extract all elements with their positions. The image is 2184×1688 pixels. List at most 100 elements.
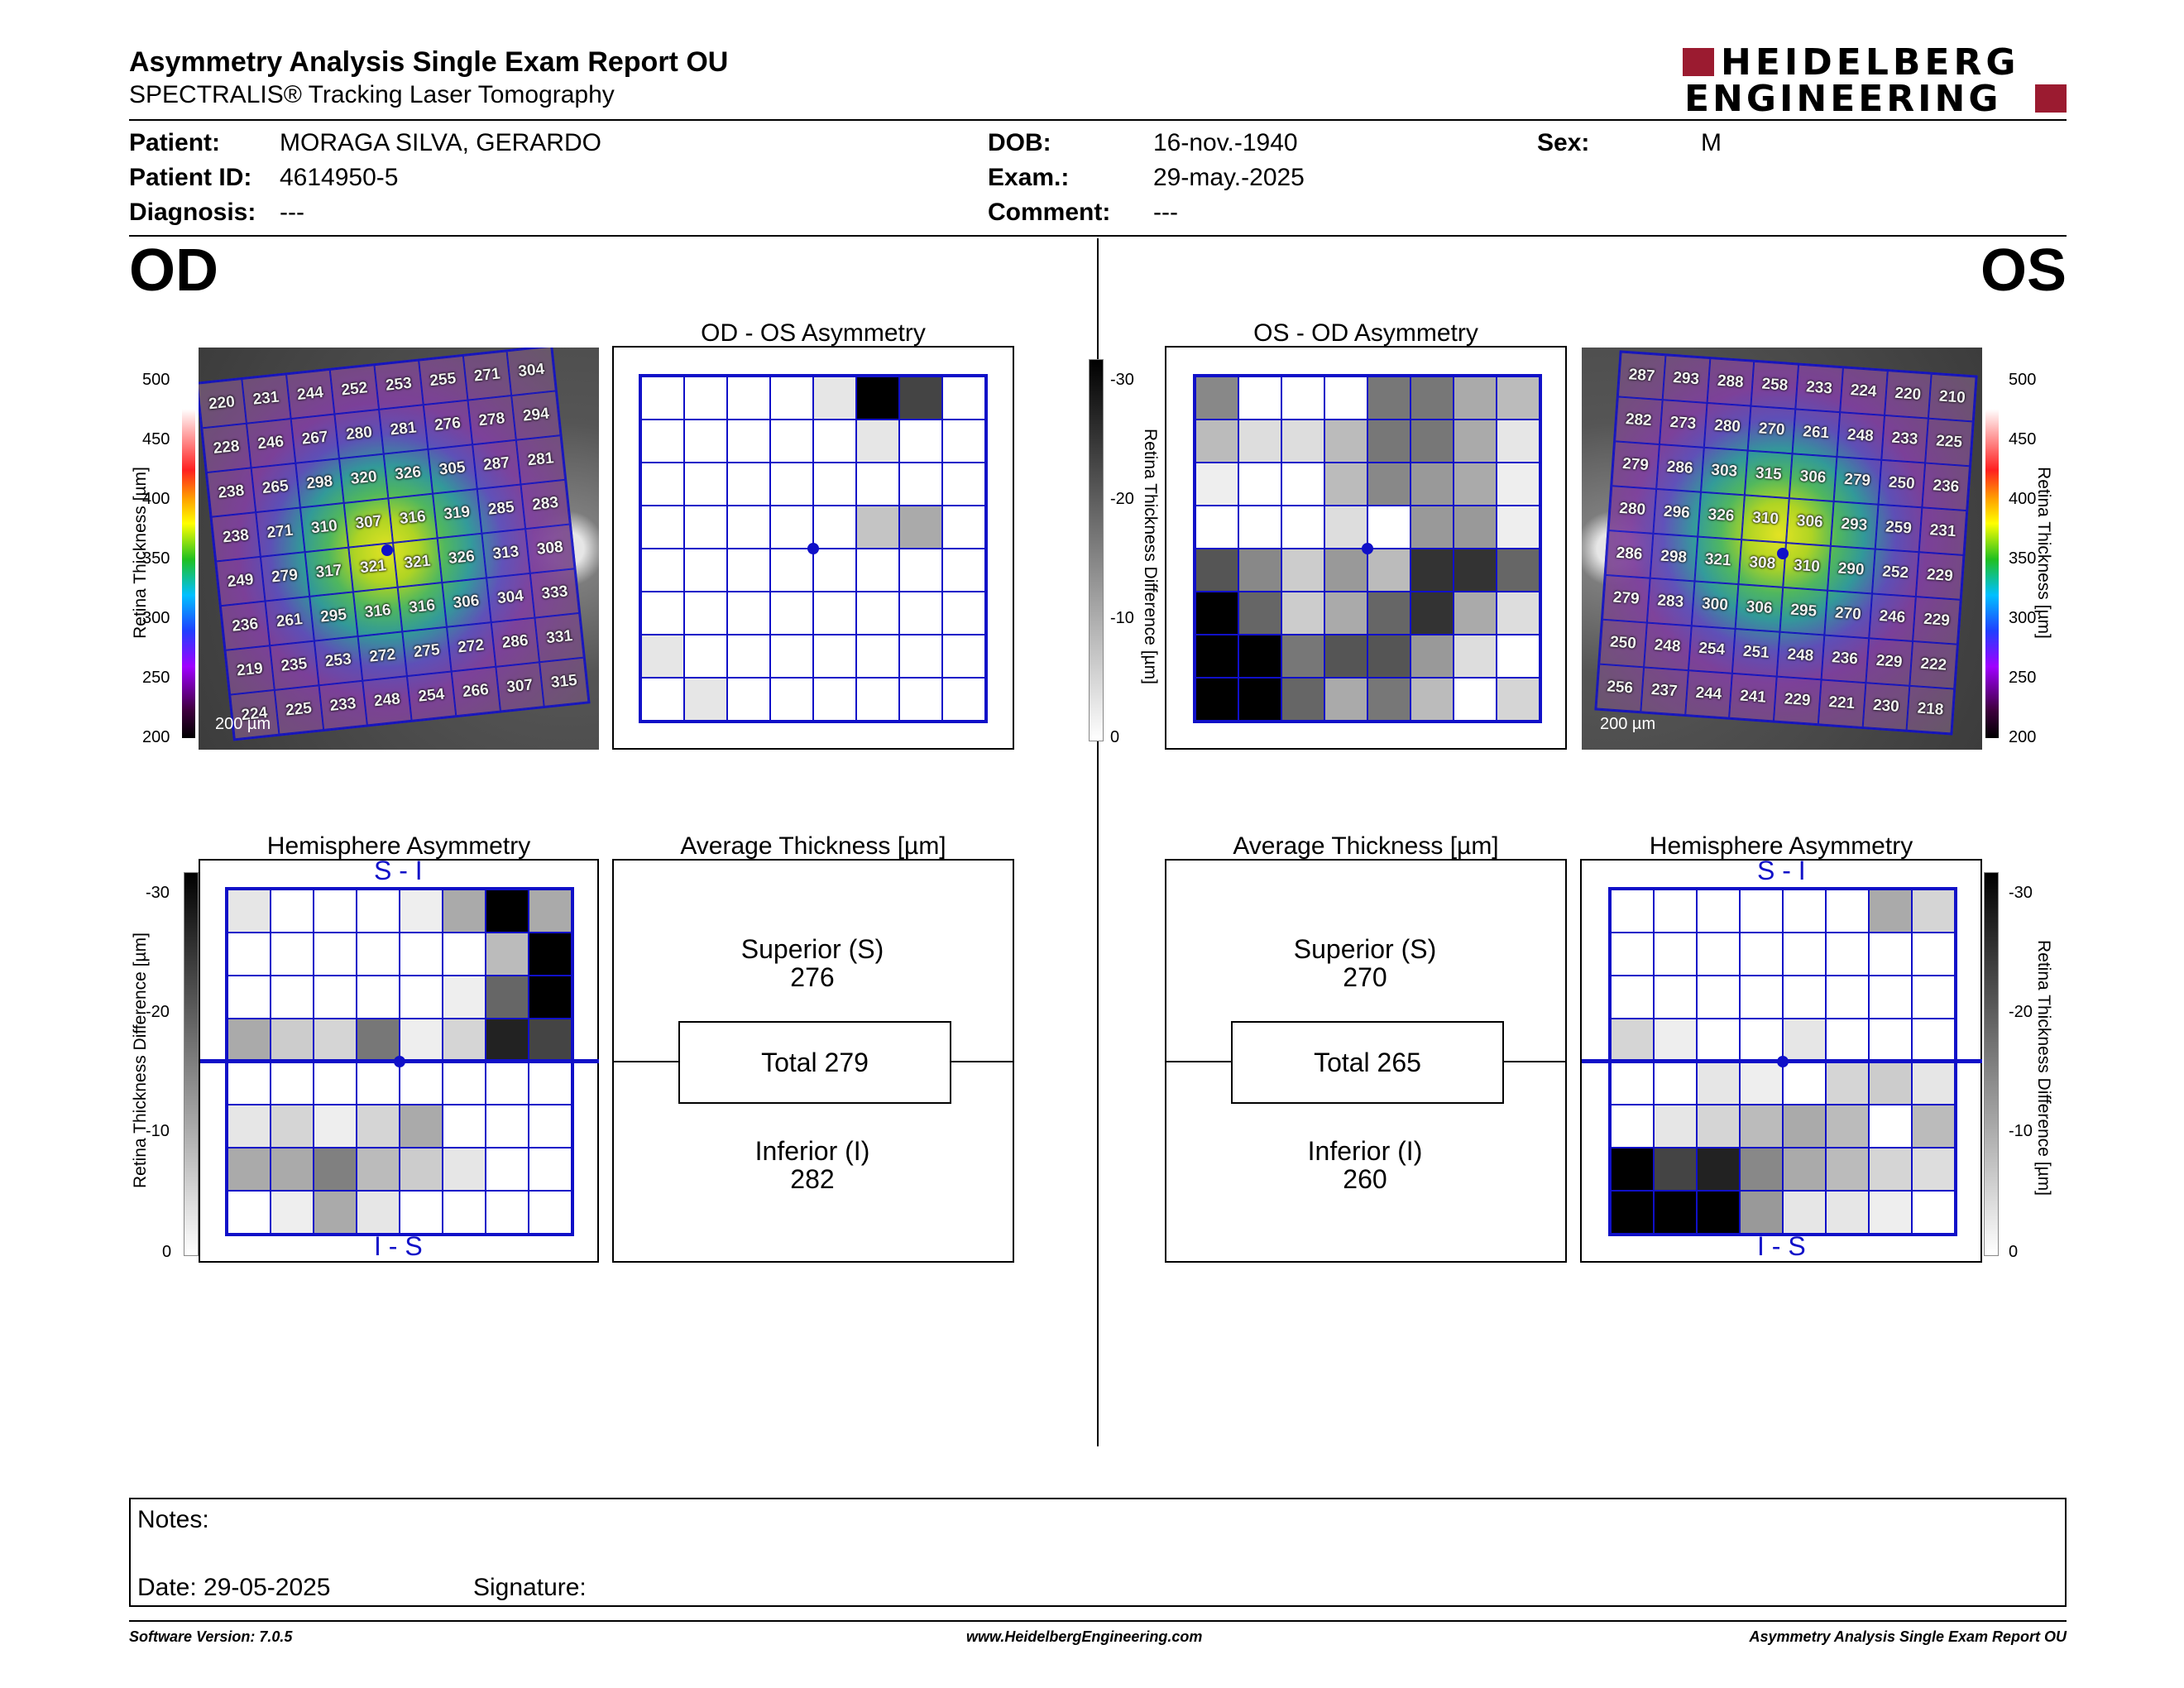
od-thickness-value: 279 [260,552,309,602]
od-thickness-value: 307 [495,662,544,712]
od-hemi-cell [529,1105,572,1148]
os-thickness-value: 279 [1612,441,1660,489]
os-thickness-value: 261 [1792,409,1840,458]
od-thickness-value: 219 [225,645,275,695]
patient-divider [129,235,2067,237]
os-thickness-value: 295 [1779,587,1827,635]
os-diff-axis-label: Retina Thickness Difference [µm] [2034,940,2053,1196]
os-thickness-value: 248 [1837,412,1885,460]
od-thickness-value: 307 [343,498,393,548]
os-tick-350: 350 [2009,549,2037,568]
os-asym-cell [1410,420,1454,463]
od-thickness-value: 233 [318,680,368,731]
od-thickness-axis-label: Retina Thickness [µm] [131,467,150,639]
os-thickness-value: 254 [1688,626,1736,674]
od-asym-cell [813,420,856,463]
os-diff-tick-0: 0 [2009,1243,2019,1261]
od-asym-cell [727,592,770,635]
od-hemi-cell [400,1062,443,1105]
os-thickness-value: 293 [1662,355,1710,403]
od-thickness-value: 285 [477,484,526,534]
od-asym-cell [641,592,684,635]
od-diff-tick-m30: -30 [146,884,170,902]
od-hemi-cell [357,1191,400,1234]
os-hemi-cell [1826,1105,1869,1148]
os-asym-cell [1324,635,1367,678]
od-asym-cell [942,592,985,635]
od-asym-cell [641,506,684,549]
os-asym-cell [1497,463,1540,506]
od-thickness-value: 304 [486,573,535,623]
os-hemi-cell [1611,976,1654,1019]
report-title: Asymmetry Analysis Single Exam Report OU [129,46,729,78]
od-hemi-cell [443,1019,486,1062]
os-thickness-value: 230 [1862,683,1910,731]
od-asym-cell [684,420,727,463]
od-hemi-cell [529,890,572,933]
os-thickness-value: 287 [1617,352,1666,400]
os-thickness-value: 296 [1653,488,1701,537]
os-thickness-value: 224 [1839,367,1888,415]
od-thickness-value: 316 [353,587,403,637]
patient-value: MORAGA SILVA, GERARDO [280,129,601,156]
od-fundus-image: 220 231 244 252 253 255 271 304 228 246 267 280 281 2… [199,348,599,750]
od-asym-cell [856,376,899,420]
os-asym-cell [1497,420,1540,463]
os-asym-cell [1497,592,1540,635]
os-hemi-cell [1740,1062,1783,1105]
os-thickness-value: 321 [1693,536,1742,585]
od-asym-cell [770,549,813,592]
os-hemi-cell [1697,976,1740,1019]
os-hemi-cell [1912,1019,1955,1062]
os-hemi-cell [1740,933,1783,976]
patient-id-value: 4614950-5 [280,164,399,191]
os-hemi-cell [1697,1062,1740,1105]
os-asym-cell [1410,678,1454,721]
od-asym-cell [899,376,942,420]
os-thickness-value: 293 [1830,501,1879,549]
os-thickness-value: 252 [1871,549,1919,597]
report-subtitle: SPECTRALIS® Tracking Laser Tomography [129,81,615,108]
os-hemi-cell [1912,933,1955,976]
os-asym-cell [1454,463,1497,506]
os-asym-center [1362,543,1373,554]
od-asym-cell [727,420,770,463]
od-inferior-value: 282 [790,1164,835,1194]
footer-website[interactable]: www.HeidelbergEngineering.com [966,1628,1203,1645]
od-thickness-value: 316 [388,493,438,543]
od-thickness-value: 238 [211,512,261,562]
od-hemi-cell [443,933,486,976]
os-total-box: Total 265 [1231,1021,1504,1104]
od-asym-cell [770,376,813,420]
od-hemi-center [394,1056,405,1067]
os-top-diff-axis-label: Retina Thickness Difference [µm] [1141,429,1160,684]
od-asym-cell [684,549,727,592]
os-hemi-cell [1697,1105,1740,1148]
od-asym-cell [684,463,727,506]
os-asym-cell [1410,376,1454,420]
od-superior: Superior (S) 276 [614,935,1011,991]
os-thickness-axis-label: Retina Thickness [µm] [2034,467,2053,639]
od-tick-350: 350 [142,549,170,568]
od-asym-cell [813,635,856,678]
os-thickness-value: 310 [1783,543,1831,591]
os-thickness-value: 315 [1745,450,1793,499]
od-thickness-value: 266 [451,666,500,717]
od-hemi-cell [400,976,443,1019]
dob-label: DOB: [988,129,1051,156]
os-hemi-cell [1869,890,1912,933]
od-asym-title: OD - OS Asymmetry [701,319,926,347]
os-inferior-value: 260 [1343,1164,1387,1194]
od-thickness-value: 295 [309,592,358,641]
os-hemi-cell [1869,1191,1912,1234]
os-asym-cell [1454,678,1497,721]
od-asym-center [807,543,819,554]
od-thickness-value: 276 [423,400,472,449]
od-thickness-value: 265 [251,463,300,513]
os-thickness-value: 218 [1906,685,1955,734]
os-hemi-cell [1826,1062,1869,1105]
os-asym-cell [1497,678,1540,721]
od-tick-500: 500 [142,371,170,389]
od-thickness-value: 305 [428,444,477,494]
od-thickness-value: 220 [199,379,247,429]
